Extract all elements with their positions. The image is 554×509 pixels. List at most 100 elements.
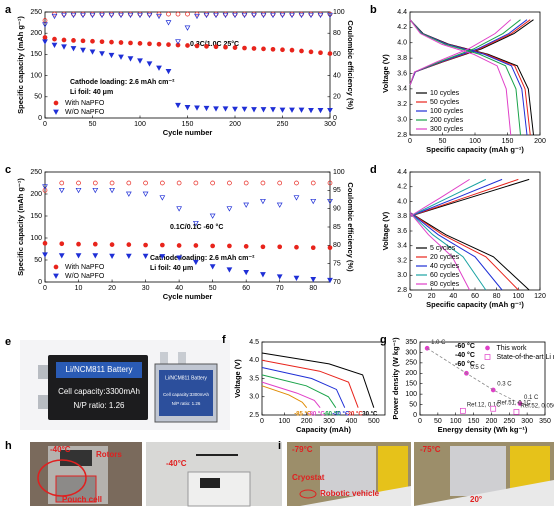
x-tick-label: 50: [89, 121, 97, 128]
x-tick-label: 60: [471, 293, 479, 300]
marker: [156, 41, 162, 47]
marker: [310, 198, 317, 205]
marker: [156, 13, 162, 20]
marker: [185, 11, 190, 17]
y-tick-label: 3.4: [397, 86, 407, 93]
y2-tick-label: 80: [333, 242, 341, 249]
marker: [318, 50, 323, 56]
marker: [327, 198, 333, 205]
curve: [409, 19, 531, 86]
legend-label: 60 cycles: [430, 272, 460, 279]
photo-i: i -79°C Cryostat Robotic vehicle -75°C 2…: [278, 440, 554, 506]
marker: [192, 259, 199, 266]
y-tick-label: 150: [30, 213, 42, 220]
marker: [176, 243, 182, 248]
marker: [317, 12, 324, 19]
photo-text: Robotic vehicle: [320, 489, 380, 498]
x-tick-label: 50: [439, 138, 447, 145]
marker: [210, 180, 215, 186]
photo-text: -40°C: [50, 445, 71, 454]
legend-label: 40 cycles: [430, 263, 460, 270]
marker: [59, 241, 65, 247]
annotation: -60 °C: [455, 360, 475, 368]
marker: [109, 253, 115, 259]
point-label: Ref.12, 0.1C: [467, 402, 501, 408]
marker: [222, 106, 229, 112]
y-tick-label: 4.4: [397, 9, 407, 16]
panel-letter: a: [5, 4, 12, 16]
marker: [92, 253, 99, 259]
x-tick-label: 100: [134, 121, 146, 128]
curve-label: -85 °C: [294, 411, 312, 417]
marker: [90, 38, 95, 44]
marker: [232, 106, 238, 113]
marker: [137, 41, 143, 46]
y-tick-label: 200: [30, 191, 42, 198]
marker: [279, 107, 286, 113]
y-tick-label: 250: [30, 169, 42, 176]
curve-label: -60 °C: [323, 411, 341, 417]
marker: [127, 12, 134, 19]
chamber-door: [55, 475, 97, 503]
marker: [193, 243, 199, 248]
marker: [308, 12, 314, 19]
panel-letter: b: [370, 4, 377, 16]
y-tick-label: 3.8: [397, 55, 407, 62]
y-tick-label: 4.2: [397, 184, 407, 191]
marker: [485, 345, 490, 351]
y-tick-label: 100: [405, 391, 417, 398]
marker: [175, 42, 181, 48]
marker: [490, 387, 496, 393]
x-tick-label: 60: [242, 285, 250, 292]
marker: [176, 255, 183, 261]
marker: [490, 405, 497, 412]
cryostat: [320, 446, 376, 496]
marker: [42, 35, 48, 40]
marker: [243, 269, 250, 276]
marker: [327, 108, 333, 114]
annotation: 0.1C/0.1C -60 °C: [170, 223, 223, 231]
marker: [99, 12, 105, 19]
legend-label: 300 cycles: [430, 126, 464, 133]
marker: [232, 45, 238, 50]
marker: [310, 180, 316, 186]
marker: [243, 244, 249, 249]
marker: [118, 54, 124, 60]
x-tick-label: 100: [279, 418, 291, 425]
y-tick-label: 0: [413, 412, 417, 419]
curve: [409, 19, 521, 86]
marker: [227, 243, 232, 249]
marker: [125, 253, 132, 259]
marker: [260, 180, 266, 186]
y2-tick-label: 75: [333, 261, 341, 268]
annotation: Li foil: 40 μm: [70, 89, 113, 96]
marker: [327, 245, 333, 251]
marker: [76, 241, 81, 247]
marker: [251, 46, 257, 51]
y-axis-label: Specific capacity (mAh g⁻¹): [16, 178, 25, 276]
marker: [75, 187, 82, 194]
marker: [53, 264, 59, 270]
legend-label: 100 cycles: [430, 108, 464, 115]
y-axis-label: Power density (W kg⁻¹): [391, 337, 400, 420]
y-tick-label: 350: [405, 339, 417, 346]
y-axis-label: Specific capacity (mAh g⁻¹): [16, 16, 25, 114]
annotation: -60 °C: [455, 342, 475, 350]
panel-letter: h: [5, 440, 12, 452]
marker: [293, 275, 300, 281]
x-tick-label: 50: [209, 285, 217, 292]
curve: [409, 178, 470, 217]
y-tick-label: 4.0: [397, 198, 407, 205]
curve: [409, 19, 521, 136]
panel-letter: e: [5, 336, 11, 348]
x-tick-label: 80: [493, 293, 501, 300]
x-axis-label: Specific capacity (mAh g⁻¹): [426, 300, 524, 309]
x-tick-label: 200: [486, 418, 498, 425]
marker: [213, 12, 219, 19]
marker: [42, 22, 48, 28]
legend-label: With NaPFO: [65, 264, 105, 271]
chamber: [187, 471, 251, 507]
marker: [53, 100, 59, 106]
x-axis-label: Specific capacity (mAh g⁻¹): [426, 145, 524, 154]
photo-text: N/P ratio: 1.26: [172, 401, 201, 406]
